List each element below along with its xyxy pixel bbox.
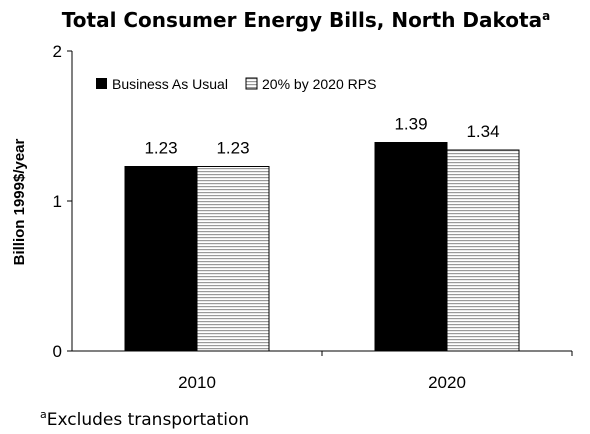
bar [446, 149, 520, 352]
legend-label-20-by-2020-rps: 20% by 2020 RPS [262, 76, 376, 92]
y-tick-label: 0 [53, 342, 62, 361]
legend-swatch-20-by-2020-rps [245, 77, 258, 90]
data-label: 1.23 [216, 139, 249, 158]
legend: Business As Usual 20% by 2020 RPS [96, 76, 376, 92]
chart-title: Total Consumer Energy Bills, North Dakot… [62, 8, 550, 32]
data-label: 1.34 [466, 122, 499, 141]
y-tick-label: 1 [53, 192, 62, 211]
y-axis-label: Billion 1999$/year [11, 138, 28, 265]
legend-label-business-as-usual: Business As Usual [112, 76, 228, 92]
y-tick-label: 2 [53, 42, 62, 61]
bar [374, 142, 448, 352]
data-label: 1.39 [394, 115, 427, 134]
x-tick-label: 2020 [428, 373, 466, 392]
legend-swatch-business-as-usual [96, 78, 107, 89]
data-label: 1.23 [144, 139, 177, 158]
x-tick-label: 2010 [178, 373, 216, 392]
bar [124, 166, 198, 352]
footnote: aExcludes transportation [40, 408, 249, 430]
bar [196, 166, 270, 352]
plot-area: 0 1 2 1.23 1.23 2010 1.39 1.34 2020 [53, 42, 573, 392]
